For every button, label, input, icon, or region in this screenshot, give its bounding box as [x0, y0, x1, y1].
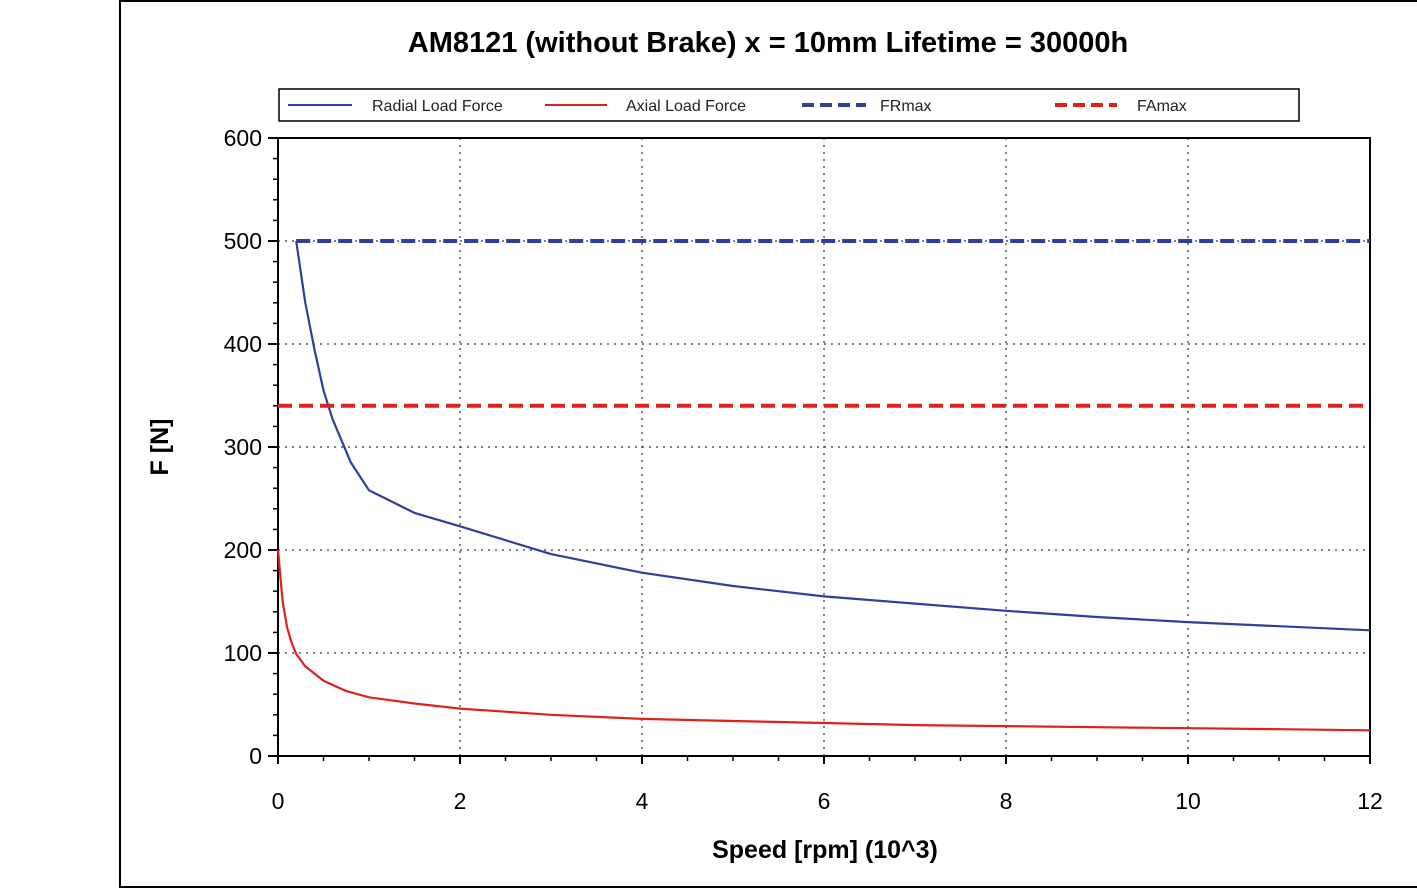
y-tick-label: 200: [224, 537, 262, 563]
series-line-axial-load-force: [276, 549, 1371, 732]
series-line-radial-load-force: [295, 240, 1371, 632]
y-tick-label: 0: [249, 743, 262, 769]
y-tick-label: 600: [224, 125, 262, 151]
x-tick-label: 12: [1357, 788, 1383, 814]
legend-label-frmax: FRmax: [880, 98, 932, 115]
x-tick-label: 6: [818, 788, 831, 814]
y-tick-label: 100: [224, 640, 262, 666]
x-tick-label: 2: [454, 788, 467, 814]
legend: Radial Load Force Axial Load Force FRmax FA…: [278, 88, 1300, 122]
x-tick-label: 4: [636, 788, 649, 814]
chart-frame: [119, 0, 1417, 888]
legend-box: [278, 88, 1300, 122]
y-tick-label: 300: [224, 434, 262, 460]
x-tick-label: 8: [1000, 788, 1013, 814]
y-axis-label: F [N]: [146, 419, 174, 476]
x-tick-label: 0: [272, 788, 285, 814]
y-tick-label: 400: [224, 331, 262, 357]
grid: [278, 138, 1370, 756]
legend-label-axial-load-force: Axial Load Force: [626, 98, 746, 115]
y-tick-label: 500: [224, 228, 262, 254]
legend-label-radial-load-force: Radial Load Force: [372, 98, 503, 115]
axis-ticks: 0 2 4 6 8 10 12 0 100 200 300 400 500 600: [224, 125, 1383, 814]
series-group: [276, 239, 1371, 732]
legend-label-famax: FAmax: [1137, 98, 1187, 115]
x-axis-label: Speed [rpm] (10^3): [712, 836, 938, 864]
x-tick-label: 10: [1175, 788, 1201, 814]
chart-title: AM8121 (without Brake) x = 10mm Lifetime…: [408, 27, 1128, 59]
